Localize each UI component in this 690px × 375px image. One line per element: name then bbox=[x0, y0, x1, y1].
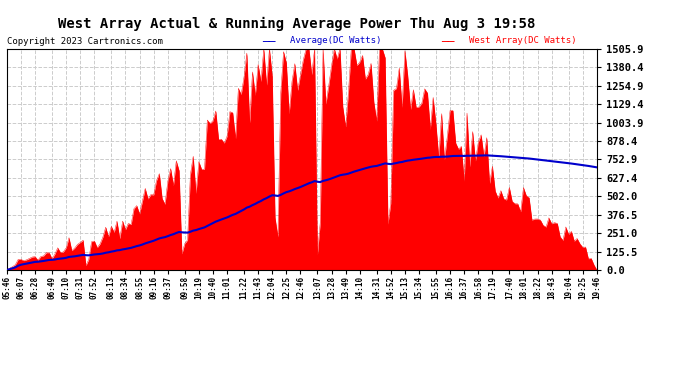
Text: ──: ── bbox=[262, 36, 276, 46]
Text: ──: ── bbox=[442, 36, 455, 46]
Text: West Array Actual & Running Average Power Thu Aug 3 19:58: West Array Actual & Running Average Powe… bbox=[58, 17, 535, 31]
Text: Average(DC Watts): Average(DC Watts) bbox=[290, 36, 381, 45]
Text: West Array(DC Watts): West Array(DC Watts) bbox=[469, 36, 577, 45]
Text: Copyright 2023 Cartronics.com: Copyright 2023 Cartronics.com bbox=[7, 38, 163, 46]
